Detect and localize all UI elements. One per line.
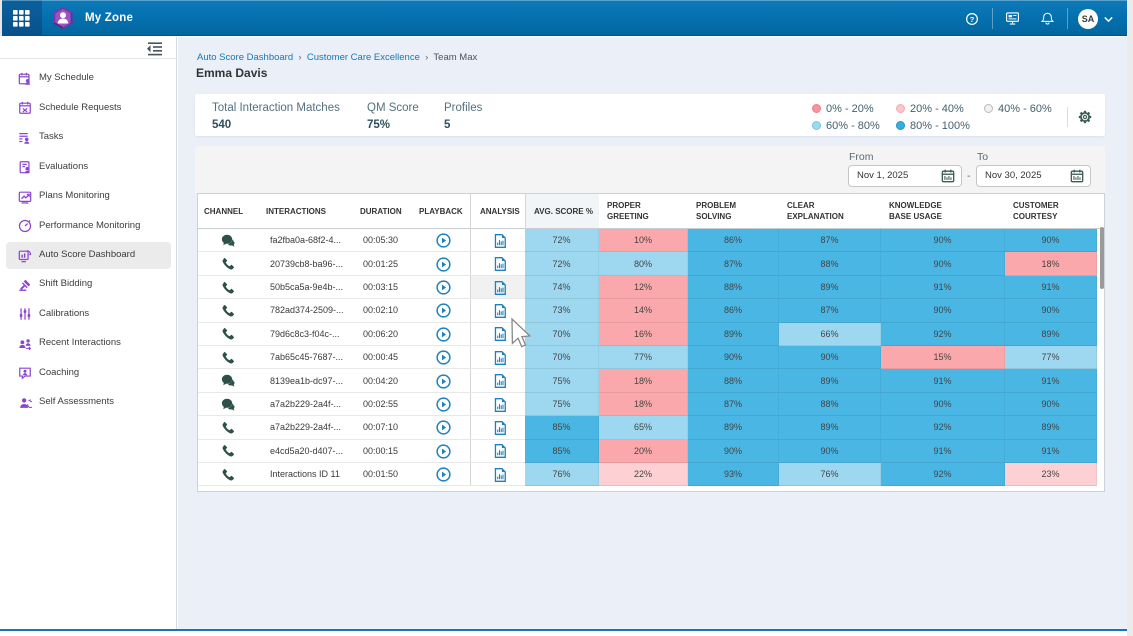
svg-text:?: ?: [970, 15, 975, 24]
